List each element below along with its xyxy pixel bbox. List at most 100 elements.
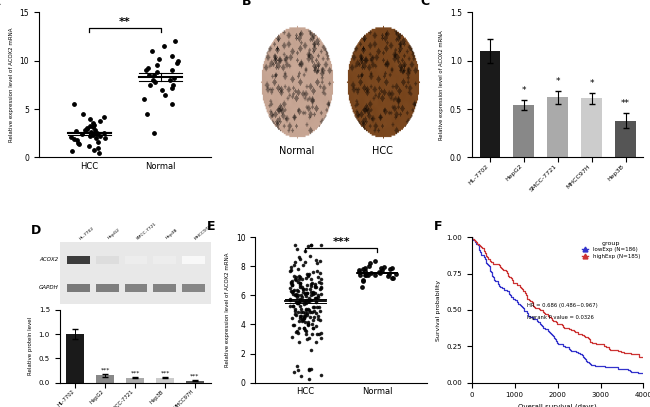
Point <box>302 243 313 249</box>
Point <box>295 303 306 309</box>
Point <box>298 286 308 292</box>
Point <box>297 293 307 300</box>
Point <box>376 265 386 271</box>
Point <box>287 334 298 340</box>
Point <box>99 114 109 120</box>
Point <box>159 43 170 49</box>
Point <box>313 292 323 298</box>
Point <box>300 290 311 297</box>
Point <box>292 265 303 272</box>
Point <box>294 282 305 288</box>
Point <box>363 271 373 278</box>
Point <box>72 137 83 143</box>
Point <box>307 280 317 287</box>
Point <box>298 300 309 307</box>
Point <box>88 124 99 131</box>
Point <box>302 296 313 303</box>
Point <box>289 262 300 268</box>
Text: logrank P value = 0.0326: logrank P value = 0.0326 <box>526 315 593 319</box>
Point <box>295 297 306 304</box>
Point <box>309 280 320 287</box>
Point <box>311 295 321 302</box>
Point <box>316 291 326 298</box>
Point <box>82 126 92 133</box>
Point <box>384 273 394 280</box>
Point <box>304 365 315 372</box>
Point <box>311 295 321 302</box>
Point <box>303 272 313 278</box>
Point <box>285 303 296 309</box>
Point <box>306 289 316 295</box>
Point <box>290 276 300 283</box>
Point <box>298 286 308 293</box>
Point <box>81 125 92 131</box>
Point <box>366 269 376 276</box>
Point <box>294 295 305 302</box>
Point <box>364 263 374 270</box>
Point <box>144 72 154 79</box>
Point <box>296 292 306 298</box>
Point <box>172 59 182 66</box>
Point <box>304 295 314 302</box>
Point <box>285 296 295 303</box>
Point <box>292 330 303 336</box>
Point <box>361 271 372 277</box>
Point <box>303 319 313 325</box>
Point <box>148 77 159 83</box>
Text: E: E <box>207 220 216 233</box>
Point <box>287 278 297 284</box>
Point <box>147 48 157 54</box>
Point <box>304 271 314 277</box>
Point <box>306 297 316 304</box>
Point <box>306 292 317 299</box>
Point <box>293 318 304 324</box>
Point <box>379 263 389 270</box>
Point <box>157 86 168 93</box>
Point <box>291 328 302 334</box>
Point <box>300 299 311 305</box>
Y-axis label: Relative expression level of ACOX2 mRNA: Relative expression level of ACOX2 mRNA <box>9 28 14 142</box>
Point <box>301 285 311 292</box>
Point <box>305 309 315 315</box>
Point <box>93 144 103 151</box>
Point <box>297 276 307 282</box>
Point <box>296 284 307 290</box>
Point <box>302 298 313 304</box>
Point <box>357 284 367 291</box>
Point <box>311 284 322 290</box>
Point <box>310 295 320 302</box>
Point <box>308 290 318 296</box>
Point <box>387 275 397 281</box>
Point <box>302 312 312 318</box>
Point <box>303 322 313 328</box>
Point <box>307 330 317 337</box>
Point <box>294 313 305 319</box>
Point <box>384 270 394 277</box>
Point <box>311 259 322 266</box>
Point <box>315 269 325 276</box>
Text: ***: *** <box>332 237 350 247</box>
Point <box>287 315 297 321</box>
Text: B: B <box>242 0 251 8</box>
Point <box>301 299 311 306</box>
Point <box>296 313 306 319</box>
Point <box>304 335 315 341</box>
Point <box>307 309 318 315</box>
Point <box>304 273 314 280</box>
Point <box>295 280 306 286</box>
Point <box>304 298 314 304</box>
Point <box>150 72 160 79</box>
Point <box>77 131 87 138</box>
Point <box>299 325 309 332</box>
Point <box>88 147 99 153</box>
Point <box>294 339 305 345</box>
Point <box>288 302 298 309</box>
Point <box>305 285 315 292</box>
Point <box>79 127 90 133</box>
Point <box>295 273 306 280</box>
Point <box>73 140 83 146</box>
Point <box>306 346 317 353</box>
Point <box>286 267 296 274</box>
Point <box>312 267 322 274</box>
Point <box>90 127 101 133</box>
